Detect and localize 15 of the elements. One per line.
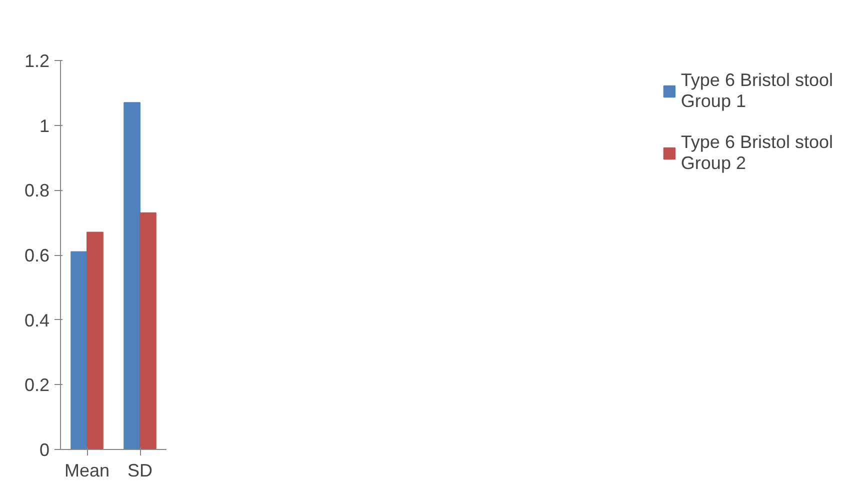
- legend-label: Type 6 Bristol stool Group 2: [680, 132, 833, 174]
- x-tick-label: SD: [128, 460, 153, 480]
- y-tick-label: 0.8: [24, 180, 50, 201]
- bar: [70, 251, 88, 450]
- y-tick-label: 1: [39, 116, 50, 136]
- legend-label: Type 6 Bristol stool Group 1: [680, 70, 833, 112]
- bar: [124, 102, 140, 450]
- y-tick-label: 1.2: [24, 51, 50, 71]
- y-tick-label: 0.2: [24, 375, 50, 396]
- y-tick-label: 0: [39, 440, 50, 460]
- y-tick-label: 0.4: [24, 310, 50, 330]
- bar: [86, 232, 104, 450]
- bar: [140, 212, 156, 450]
- y-tick-label: 0.6: [24, 246, 50, 266]
- x-tick-label: Mean: [64, 460, 110, 480]
